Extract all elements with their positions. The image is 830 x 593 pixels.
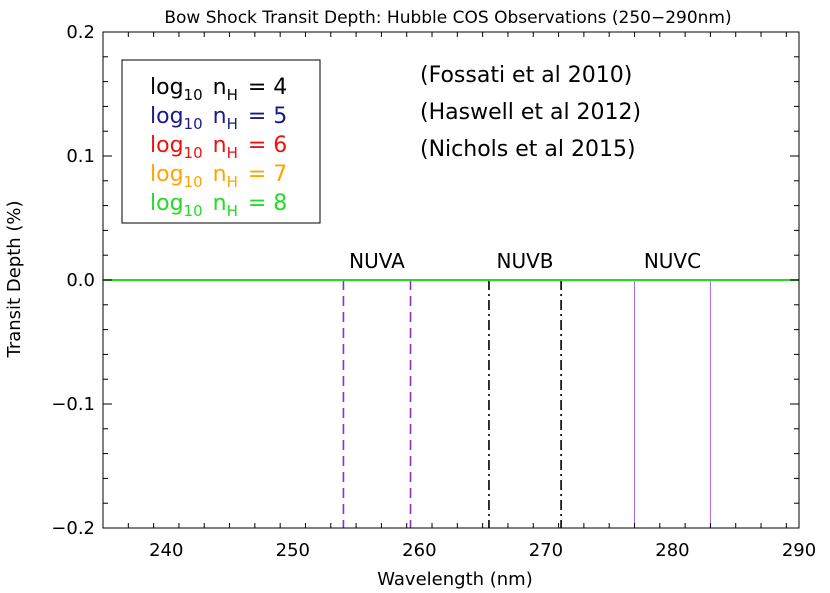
- legend-entry-sub: 10: [184, 86, 203, 104]
- legend-entry-eq: = 8: [248, 191, 287, 216]
- x-tick-label: 280: [655, 540, 689, 561]
- legend-entry-base: log: [150, 133, 184, 158]
- legend-entry-nsub: H: [227, 144, 238, 162]
- chart-title: Bow Shock Transit Depth: Hubble COS Obse…: [164, 8, 731, 28]
- y-tick-label: 0.1: [66, 146, 95, 167]
- legend-entry-base: log: [150, 104, 184, 129]
- legend-entry-3: log10 nH = 6: [150, 133, 287, 162]
- x-tick-label: 290: [782, 540, 816, 561]
- legend-entry-4: log10 nH = 7: [150, 162, 287, 191]
- references: (Fossati et al 2010) (Haswell et al 2012)…: [420, 63, 641, 162]
- legend-entry-n: n: [213, 133, 227, 158]
- legend-entry-nsub: H: [227, 115, 238, 133]
- legend-entry-sub: 10: [184, 202, 203, 220]
- reference-text: (Haswell et al 2012): [420, 100, 641, 125]
- x-axis-label: Wavelength (nm): [377, 569, 533, 590]
- legend-entry-base: log: [150, 191, 184, 216]
- legend-entry-sub: 10: [184, 173, 203, 191]
- y-tick-label: −0.2: [51, 518, 95, 539]
- legend-entry-eq: = 6: [248, 133, 287, 158]
- legend-entry-nsub: H: [227, 173, 238, 191]
- x-tick-label: 260: [402, 540, 436, 561]
- x-tick-label: 270: [529, 540, 563, 561]
- legend-entry-nsub: H: [227, 86, 238, 104]
- legend-box: [121, 59, 321, 224]
- legend-entry-eq: = 4: [248, 75, 287, 100]
- legend-entry-nsub: H: [227, 202, 238, 220]
- legend-entry-eq: = 5: [248, 104, 287, 129]
- legend-entry-n: n: [213, 162, 227, 187]
- legend-entry-n: n: [213, 191, 227, 216]
- y-tick-label: 0.0: [66, 270, 95, 291]
- y-tick-label: 0.2: [66, 22, 95, 43]
- legend-entry-sub: 10: [184, 115, 203, 133]
- band-label-nuva: NUVA: [349, 249, 405, 273]
- legend-entry-eq: = 7: [248, 162, 287, 187]
- x-tick-label: 250: [276, 540, 310, 561]
- legend-entry-n: n: [213, 104, 227, 129]
- reference-text: (Fossati et al 2010): [420, 63, 632, 88]
- axes: 240 250 260 270 280 290 0.2 0.1 0.0 −0.1 −0.2: [51, 22, 816, 561]
- legend-entry-base: log: [150, 75, 184, 100]
- plot-content: NUVA NUVB NUVC: [103, 249, 799, 528]
- x-tick-label: 240: [149, 540, 183, 561]
- legend-entry-sub: 10: [184, 144, 203, 162]
- reference-text: (Nichols et al 2015): [420, 137, 636, 162]
- band-label-nuvc: NUVC: [644, 249, 701, 273]
- legend-entry-5: log10 nH = 8: [150, 191, 287, 220]
- y-axis-label: Transit Depth (%): [4, 200, 25, 358]
- legend-entry-1: log10 nH = 4: [150, 75, 287, 104]
- legend-entry-base: log: [150, 162, 184, 187]
- legend-entry-n: n: [213, 75, 227, 100]
- legend-entry-2: log10 nH = 5: [150, 104, 287, 133]
- band-label-nuvb: NUVB: [497, 249, 554, 273]
- y-tick-label: −0.1: [51, 394, 95, 415]
